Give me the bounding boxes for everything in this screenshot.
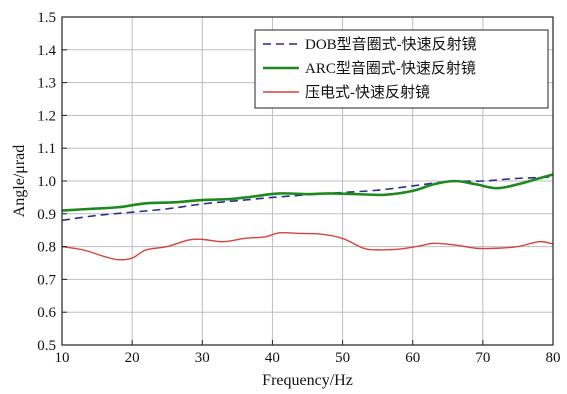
y-tick-label: 1.0 (37, 174, 56, 190)
x-tick-label: 80 (546, 350, 561, 366)
x-tick-label: 60 (405, 350, 420, 366)
y-tick-label: 1.1 (37, 141, 56, 157)
legend-box (254, 29, 549, 109)
x-axis-label: Frequency/Hz (262, 372, 353, 389)
x-tick-label: 10 (55, 350, 70, 366)
y-tick-label: 0.6 (37, 305, 56, 321)
y-tick-label: 0.7 (37, 272, 56, 288)
y-tick-label: 1.5 (37, 10, 56, 26)
x-tick-label: 50 (335, 350, 350, 366)
x-tick-label: 20 (125, 350, 140, 366)
y-tick-label: 1.3 (37, 76, 56, 92)
series-line-dob (61, 176, 554, 222)
y-tick-label: 0.5 (37, 338, 56, 354)
y-tick-label: 1.4 (37, 43, 56, 59)
x-tick-label: 70 (475, 350, 490, 366)
series-lines (61, 173, 554, 261)
x-tick-label: 40 (265, 350, 280, 366)
legend-entry-dob: DOB型音圈式-快速反射镜 (305, 35, 477, 53)
series-line-arc (61, 173, 554, 212)
series-line-piezo (61, 231, 554, 261)
y-tick-label: 1.2 (37, 108, 56, 124)
legend-entry-piezo: 压电式-快速反射镜 (305, 83, 430, 101)
legend-entry-arc: ARC型音圈式-快速反射镜 (305, 59, 476, 77)
tick-labels: 10 20 30 40 50 60 70 80 0.5 0.6 0.7 0.8 0.9 1.0 1.1 1.2… (37, 10, 560, 366)
legend: DOB型音圈式-快速反射镜 ARC型音圈式-快速反射镜 压电式-快速反射镜 (254, 29, 549, 109)
y-tick-label: 0.9 (37, 207, 56, 223)
x-tick-label: 30 (195, 350, 210, 366)
y-tick-label: 0.8 (37, 240, 56, 256)
y-axis-label: Angle/μrad (11, 145, 28, 218)
